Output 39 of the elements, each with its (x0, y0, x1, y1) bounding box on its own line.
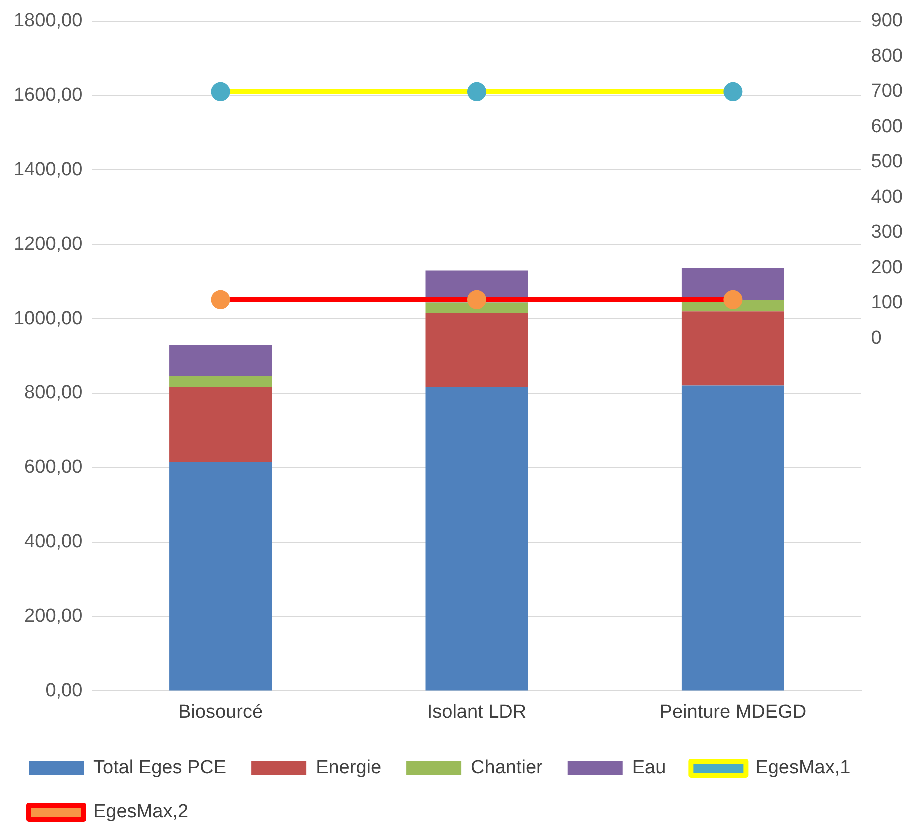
bar (682, 268, 784, 300)
bar (170, 462, 272, 691)
bar (426, 302, 528, 314)
y2-tick-label: 0 (871, 328, 882, 349)
y-tick-label: 800,00 (24, 382, 83, 404)
bar (170, 388, 272, 462)
bar (426, 314, 528, 388)
y2-tick-label: 800 (871, 46, 903, 67)
y-tick-label: 1000,00 (14, 308, 83, 330)
y-tick-label: 0,00 (46, 680, 83, 702)
y-tick-label: 200,00 (24, 606, 83, 628)
y2-tick-label: 700 (871, 81, 903, 102)
y2-tick-label: 300 (871, 222, 903, 244)
legend-label: EgesMax,1 (756, 758, 851, 779)
y2-tick-label: 600 (871, 116, 903, 138)
y-tick-label: 400,00 (24, 532, 83, 553)
x-tick-label: Peinture MDEGD (660, 702, 807, 723)
y2-tick-label: 400 (871, 186, 903, 208)
legend-label: Eau (632, 758, 666, 779)
y-tick-label: 1400,00 (14, 159, 83, 180)
bar (170, 376, 272, 388)
legend-label: Total Eges PCE (94, 758, 227, 779)
bar (170, 346, 272, 376)
legend-label: Energie (316, 758, 382, 779)
y2-tick-label: 900 (871, 10, 903, 32)
y-tick-label: 600,00 (24, 457, 83, 478)
bar (682, 312, 784, 386)
y2-tick-label: 100 (871, 292, 903, 314)
legend-label: Chantier (471, 758, 544, 779)
bar (682, 386, 784, 691)
y2-tick-label: 500 (871, 152, 903, 173)
y-tick-label: 1800,00 (14, 10, 83, 32)
x-tick-label: Isolant LDR (427, 702, 527, 723)
y-tick-label: 1200,00 (14, 234, 83, 255)
y-tick-label: 1600,00 (14, 85, 83, 106)
x-tick-label: Biosourcé (178, 702, 264, 723)
y2-tick-label: 200 (871, 257, 903, 278)
legend-label: EgesMax,2 (94, 802, 189, 823)
bar (426, 388, 528, 691)
